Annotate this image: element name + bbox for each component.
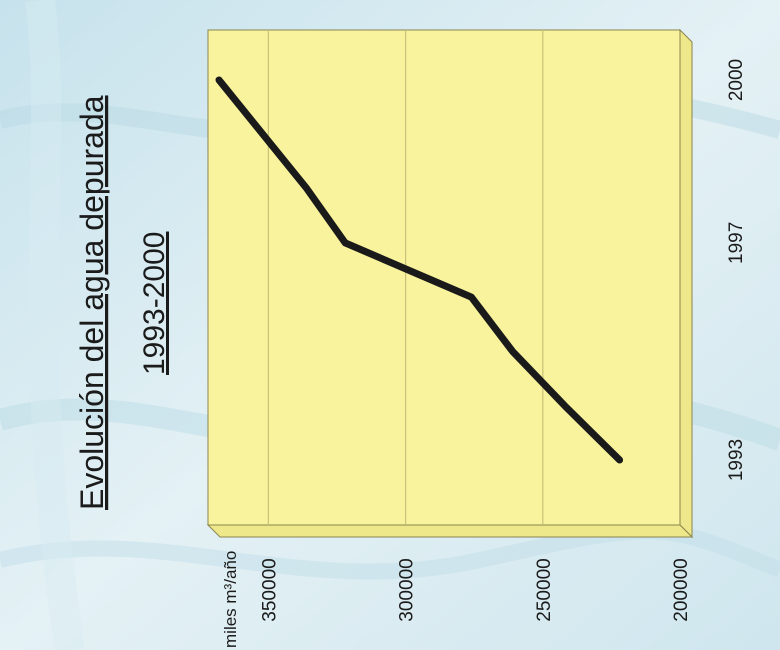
- series-line: [215, 76, 624, 464]
- axis-unit-label: miles m³/año: [221, 551, 240, 648]
- value-tick-label: 300000: [397, 558, 418, 621]
- year-tick-label: 1997: [726, 222, 747, 264]
- chart-subtitle: 1993-2000: [138, 232, 171, 375]
- gridlines: [267, 30, 544, 525]
- year-tick-label: 2000: [726, 59, 747, 101]
- value-axis-tick-labels: 200000 250000 300000 350000: [259, 558, 692, 621]
- plot-side-face: [679, 28, 693, 539]
- value-tick-label: 200000: [671, 558, 692, 621]
- plot-bottom-face: [206, 524, 694, 538]
- year-axis-tick-labels: 1993 1997 2000: [726, 59, 747, 481]
- year-tick-label: 1993: [726, 439, 747, 481]
- value-tick-label: 250000: [534, 558, 555, 621]
- value-tick-label: 350000: [259, 558, 280, 621]
- chart-title: Evolución del agua depurada: [74, 95, 110, 510]
- plot-area: [206, 28, 694, 539]
